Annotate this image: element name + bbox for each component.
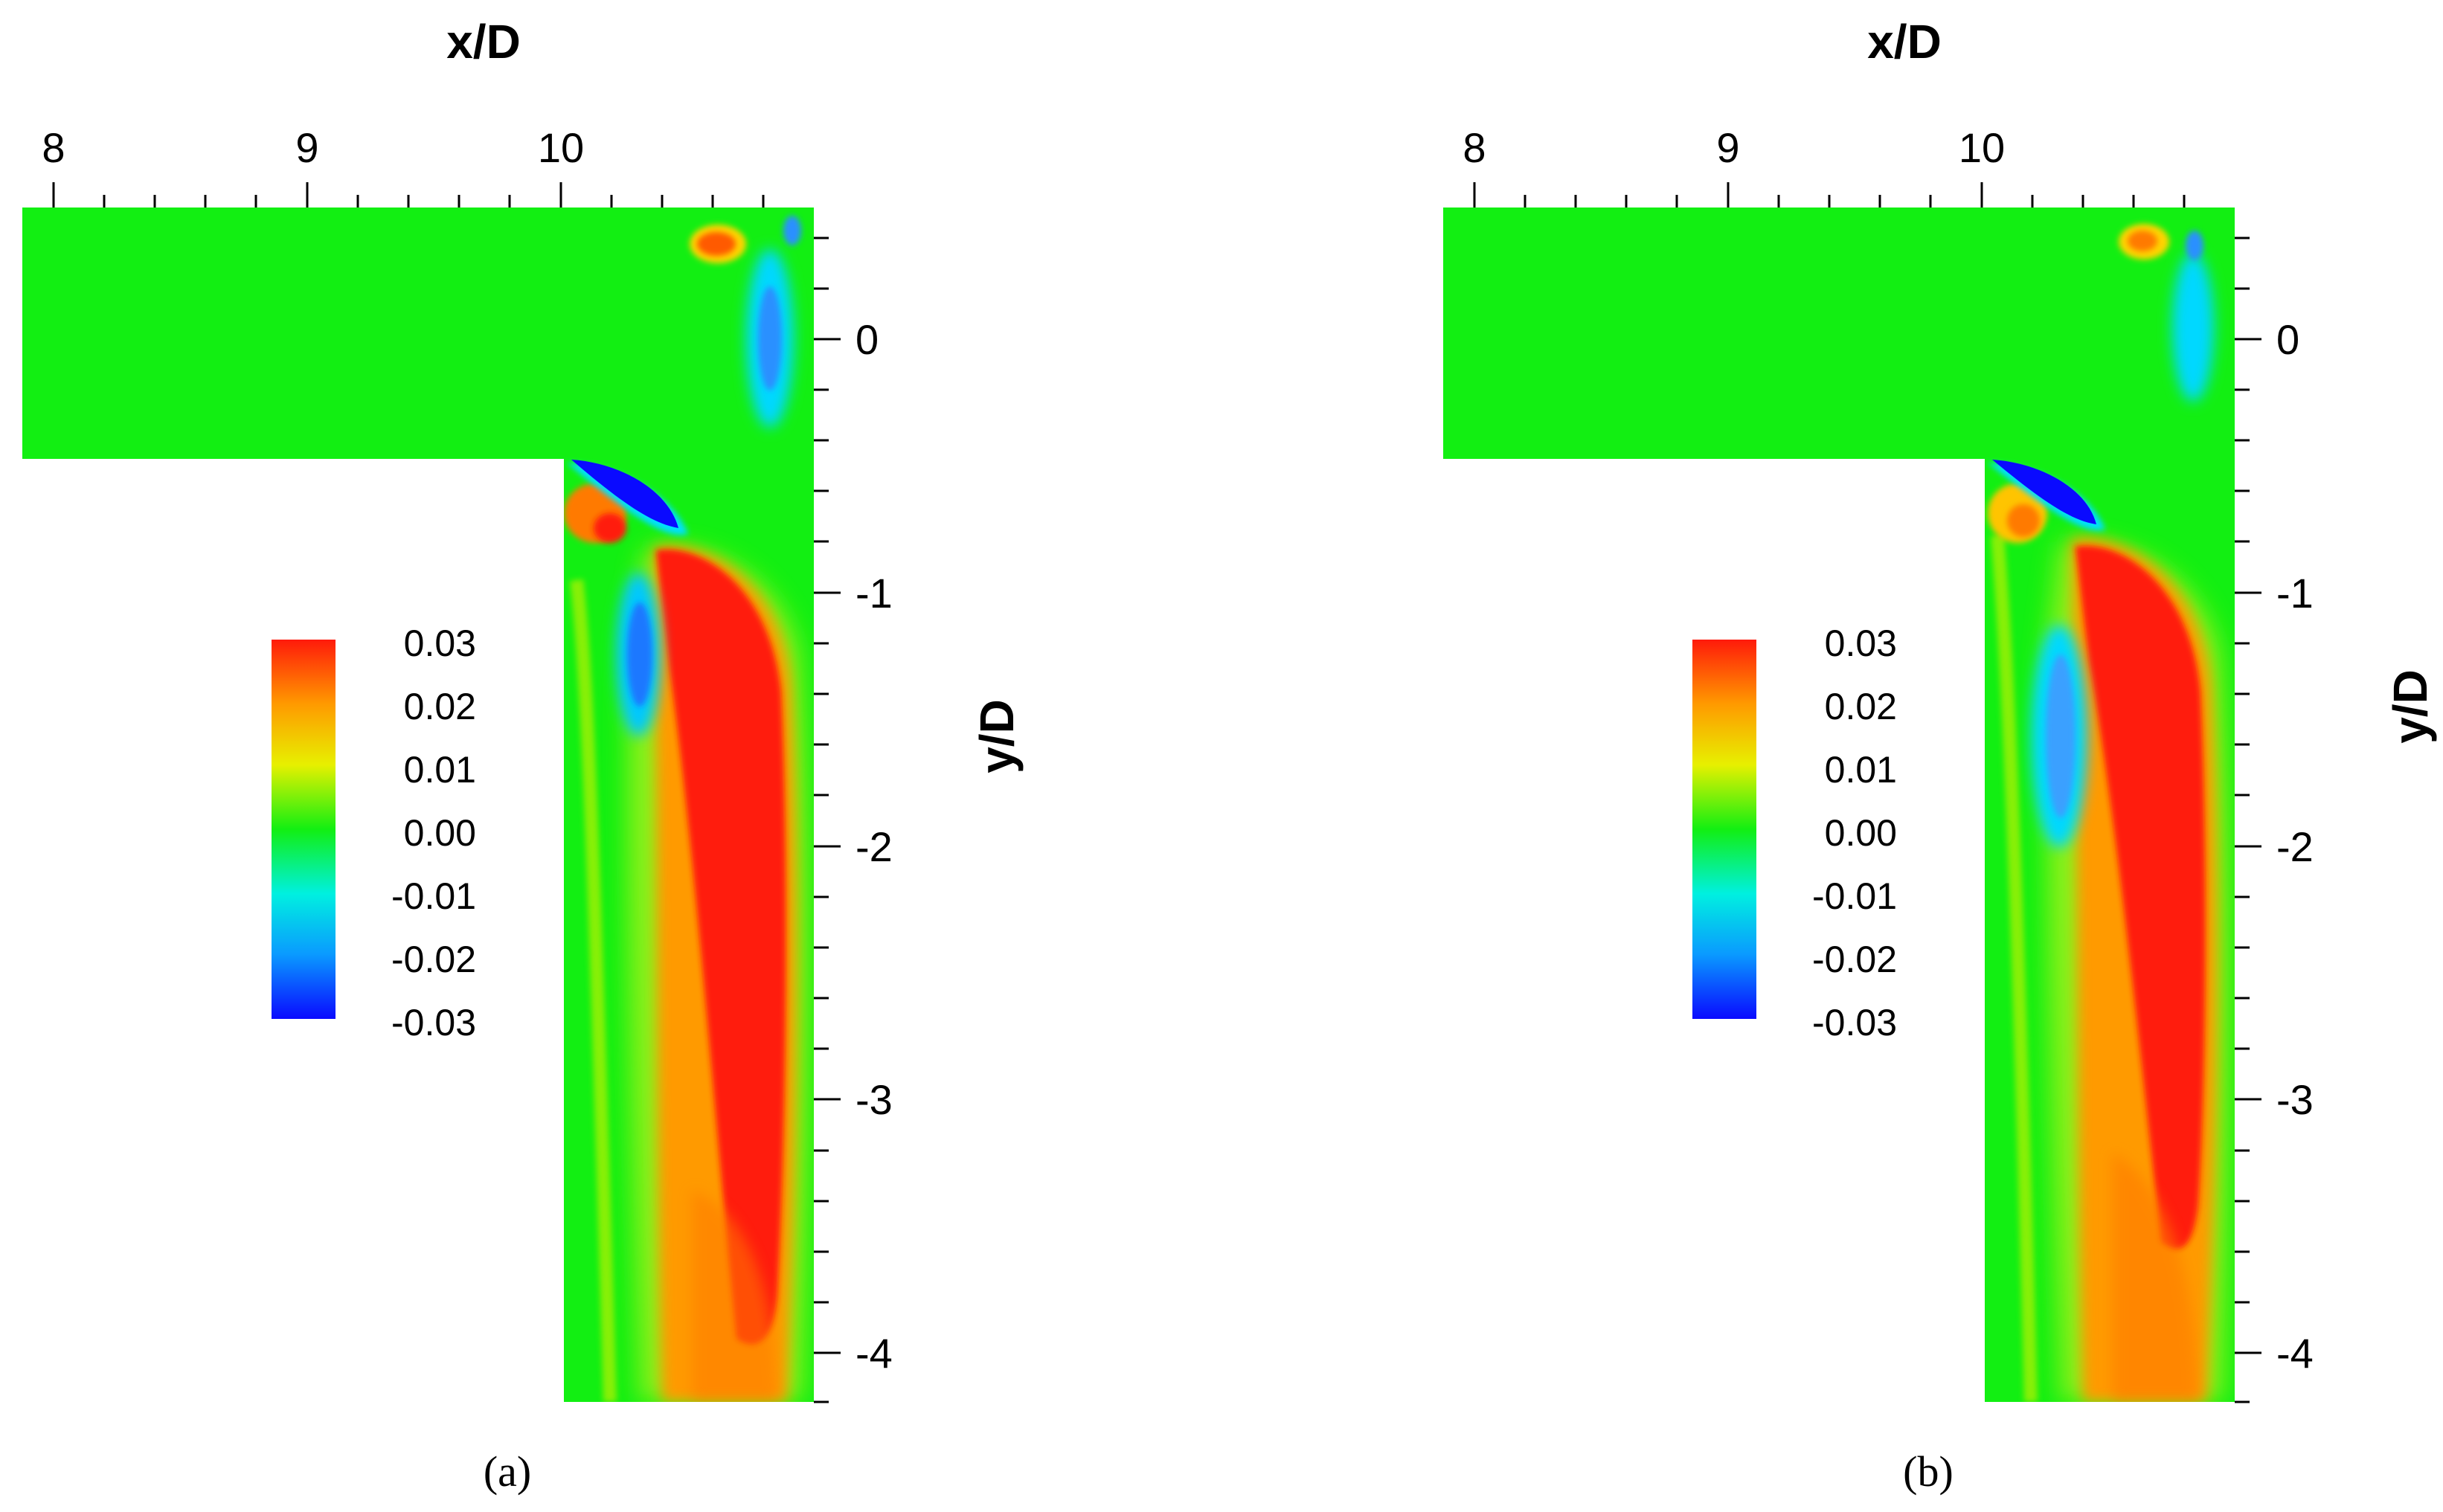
colorbar-label: 0.03: [404, 623, 476, 664]
x-axis-title: x/D: [1867, 15, 1942, 68]
x-tick-label: 9: [295, 124, 318, 171]
x-axis-b: [1473, 182, 2186, 208]
contour-field-b: [1443, 208, 2235, 1402]
y-tick-label: -4: [855, 1330, 893, 1377]
colorbar-label: -0.01: [1812, 875, 1897, 917]
colorbar-label: -0.02: [391, 939, 476, 980]
x-tick-label: 9: [1716, 124, 1739, 171]
y-axis-title: y/D: [2383, 669, 2437, 744]
x-tick-label: 8: [1463, 124, 1486, 171]
colorbar-label: 0.02: [1825, 686, 1897, 727]
colorbar-label: 0.01: [404, 749, 476, 791]
x-axis-a: [52, 182, 765, 208]
y-axis-title: y/D: [970, 699, 1024, 773]
y-tick-label: -2: [855, 823, 893, 870]
colorbar-label: 0.00: [404, 812, 476, 854]
colorbar-b: [1692, 640, 1756, 1019]
colorbar-label: -0.03: [1812, 1002, 1897, 1043]
panel-b: 8 9 10 x/D 0 -1 -2 -3 -4 y/D 0.03 0.02 0…: [1443, 15, 2437, 1496]
y-tick-label: 0: [855, 316, 879, 363]
x-tick-label: 10: [1959, 124, 2005, 171]
colorbar-label: -0.03: [391, 1002, 476, 1043]
x-tick-label: 10: [538, 124, 584, 171]
colorbar-label: 0.00: [1825, 812, 1897, 854]
panel-a: 8 9 10 x/D 0 -1 -2 -3 -4 y/D 0.03 0.02 0…: [22, 15, 1024, 1496]
x-tick-label: 8: [42, 124, 65, 171]
colorbar-label: -0.02: [1812, 939, 1897, 980]
y-tick-label: -2: [2276, 823, 2314, 870]
colorbar-a: [272, 640, 336, 1019]
colorbar-label: 0.03: [1825, 623, 1897, 664]
x-axis-title: x/D: [446, 15, 521, 68]
panel-caption: (a): [484, 1447, 531, 1496]
colorbar-label: -0.01: [391, 875, 476, 917]
y-tick-label: -4: [2276, 1330, 2314, 1377]
y-tick-label: -3: [2276, 1076, 2314, 1123]
colorbar-label: 0.02: [404, 686, 476, 727]
y-tick-label: -1: [2276, 570, 2314, 617]
contour-field-a: [22, 208, 814, 1402]
y-tick-label: -1: [855, 570, 893, 617]
y-tick-label: -3: [855, 1076, 893, 1123]
y-tick-label: 0: [2276, 316, 2299, 363]
colorbar-label: 0.01: [1825, 749, 1897, 791]
y-axis-a: [814, 237, 841, 1403]
y-axis-b: [2235, 237, 2261, 1403]
panel-caption: (b): [1903, 1447, 1954, 1496]
